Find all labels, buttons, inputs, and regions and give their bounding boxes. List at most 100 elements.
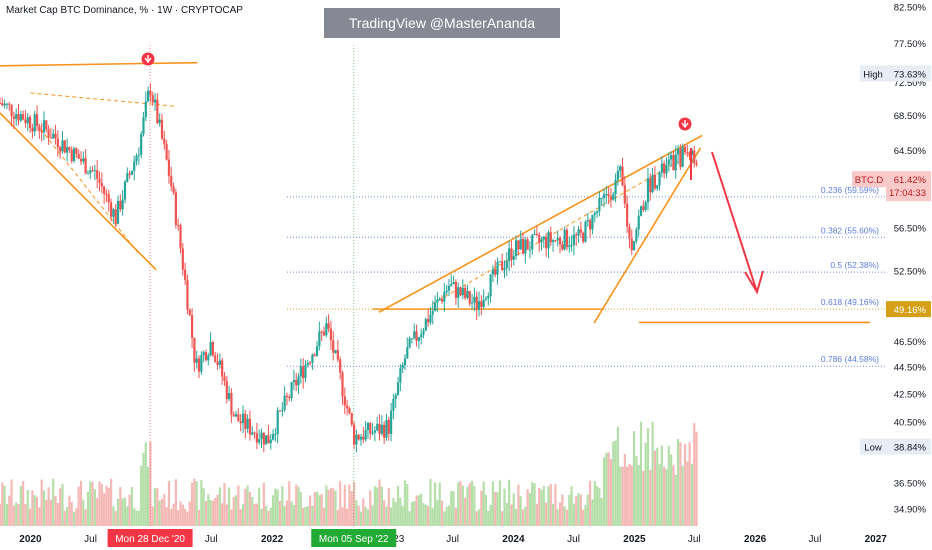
volume-bar	[457, 482, 460, 526]
volume-bar	[96, 497, 99, 526]
candle-body	[396, 382, 400, 395]
candle-body	[693, 150, 696, 164]
candle-body	[364, 430, 367, 440]
volume-bar	[403, 480, 407, 526]
volume-bar	[151, 506, 154, 526]
volume-bar	[510, 504, 513, 526]
event-label: Mon 28 Dec '20	[115, 534, 185, 545]
volume-bar	[572, 503, 576, 526]
volume-bar	[563, 506, 566, 526]
candle-body	[167, 159, 171, 176]
volume-bar	[22, 480, 25, 526]
candle-body	[626, 203, 629, 227]
time-axis[interactable]: 2020 Jul Jul 2022 23 Jul 2024 Jul 2025 Jul 2026 Jul…	[0, 526, 932, 550]
candle-body	[350, 412, 353, 425]
volume-bar	[394, 502, 397, 526]
candle-body	[75, 148, 78, 154]
volume-bar	[413, 501, 416, 526]
volume-bar	[313, 492, 316, 526]
volume-bar	[438, 482, 441, 526]
volume-bar	[274, 488, 277, 526]
candle-body	[429, 314, 432, 323]
candle-body	[408, 338, 411, 348]
candle-body	[116, 200, 120, 224]
volume-bar	[436, 500, 439, 526]
candle-body	[482, 299, 485, 307]
volume-bar	[528, 493, 532, 526]
volume-bar	[653, 450, 657, 526]
price-tick: 68.50%	[894, 111, 927, 122]
volume-bar	[343, 485, 346, 526]
event-lines	[149, 45, 355, 526]
candle-body	[512, 256, 515, 260]
time-tick: 2020	[19, 534, 42, 545]
candle-body	[665, 164, 668, 174]
candle-body	[572, 234, 576, 246]
volume-bar	[165, 507, 168, 526]
volume-bar	[72, 511, 76, 526]
volume-bar	[144, 442, 147, 526]
candle-body	[433, 302, 437, 311]
volume-bar	[109, 478, 113, 526]
price-axis[interactable]: 82.50%77.50%72.50%68.50%64.50%60.50%56.5…	[852, 0, 932, 526]
volume-bar	[688, 442, 691, 526]
candle-body	[193, 337, 196, 363]
candle-body	[565, 229, 569, 248]
candle-body	[158, 119, 161, 124]
volume-bar	[82, 499, 85, 526]
candle-body	[144, 101, 147, 118]
volume-bar	[325, 485, 328, 526]
volume-bar	[598, 487, 601, 526]
time-tick: 2025	[623, 534, 646, 545]
volume-bar	[676, 439, 680, 526]
volume-bar	[244, 488, 247, 526]
volume-bar	[542, 485, 545, 526]
volume-bar	[665, 469, 668, 526]
candle-body	[498, 261, 501, 263]
volume-bar	[68, 495, 71, 526]
volume-bar	[251, 496, 254, 526]
volume-bar	[410, 502, 414, 526]
candle-body	[265, 435, 268, 445]
candle-body	[619, 166, 622, 171]
candle-body	[598, 197, 601, 212]
candle-body	[149, 90, 152, 96]
price-tick: 64.50%	[894, 146, 927, 157]
price-tick: 77.50%	[894, 39, 927, 50]
volume-bar	[35, 497, 39, 526]
candle-body	[447, 285, 451, 291]
candle-body	[609, 196, 613, 200]
volume-bar	[514, 508, 518, 526]
candle-body	[394, 394, 397, 399]
candle-body	[679, 148, 682, 167]
volume-bar	[695, 431, 698, 526]
fib-label: 0.618 (49.16%)	[821, 297, 879, 307]
volume-bar	[184, 508, 187, 526]
volume-bar	[172, 503, 175, 526]
volume-bar	[452, 491, 455, 526]
volume-bar	[260, 508, 263, 526]
volume-bar	[623, 454, 626, 526]
volume-bar	[0, 503, 2, 526]
bar-countdown: 17:04:33	[889, 188, 926, 199]
candle-body	[202, 352, 205, 356]
candle-body	[297, 376, 300, 386]
price-tick: 72.50%	[894, 78, 927, 89]
arrow-down-icon	[681, 120, 689, 129]
candle-body	[670, 155, 673, 160]
candle-body	[204, 352, 208, 361]
marker-value-box	[886, 65, 931, 82]
candle-body	[313, 354, 316, 356]
volume-bar	[663, 466, 666, 526]
candle-body	[577, 229, 580, 236]
volume-bar	[79, 480, 83, 526]
candle-body	[591, 214, 594, 230]
volume-bar	[468, 483, 471, 526]
volume-bar	[487, 511, 490, 526]
volume-bar	[123, 497, 127, 526]
volume-bar	[246, 485, 249, 526]
volume-bar	[540, 489, 543, 526]
candle-body	[285, 395, 289, 397]
volume-bar	[362, 498, 365, 526]
